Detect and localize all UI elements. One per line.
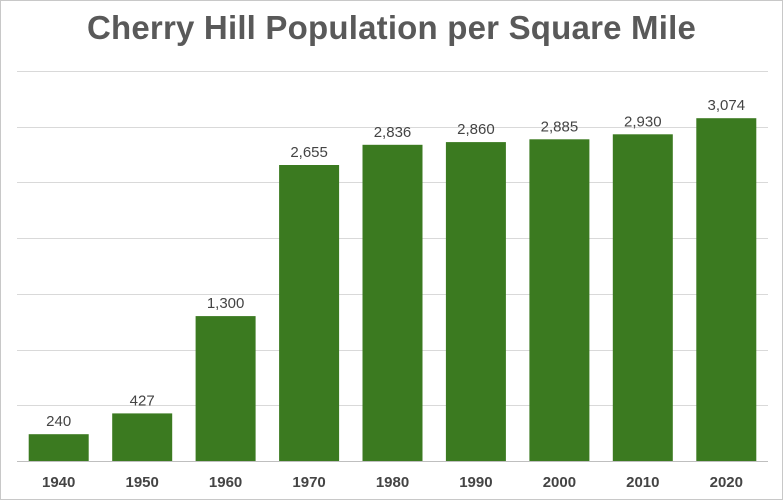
bar-2000 [529, 139, 590, 462]
bar-1980 [362, 144, 423, 462]
x-tick-label-1970: 1970 [292, 474, 325, 491]
bar-2010 [612, 134, 673, 462]
value-label-2000: 2,885 [541, 118, 579, 135]
x-tick-label-2020: 2020 [710, 474, 743, 491]
value-label-2020: 3,074 [708, 97, 746, 114]
x-tick-label-2010: 2010 [626, 474, 659, 491]
value-label-1950: 427 [130, 392, 155, 409]
chart-title: Cherry Hill Population per Square Mile [86, 9, 697, 46]
value-label-2010: 2,930 [624, 113, 662, 130]
value-label-1970: 2,655 [290, 144, 328, 161]
x-tick-label-1950: 1950 [126, 474, 159, 491]
value-labels: 240 427 1,300 2,655 2,836 2,860 2,885 2,930 3,07… [46, 97, 745, 430]
bar-1970 [279, 165, 340, 461]
bar-1950 [112, 413, 173, 461]
value-label-1980: 2,836 [374, 124, 412, 141]
x-tick-label-2000: 2000 [543, 474, 576, 491]
x-tick-label-1980: 1980 [376, 474, 409, 491]
bars [28, 118, 757, 462]
bar-1960 [195, 316, 256, 461]
value-label-1990: 2,860 [457, 121, 495, 138]
x-tick-label-1990: 1990 [459, 474, 492, 491]
value-label-1940: 240 [46, 413, 71, 430]
bar-2020 [696, 118, 757, 461]
bar-1990 [445, 142, 506, 461]
x-tick-label-1960: 1960 [209, 474, 242, 491]
bar-1940 [28, 434, 89, 461]
x-axis: 1940 1950 1960 1970 1980 1990 2000 2010 2020 [17, 461, 768, 491]
x-tick-label-1940: 1940 [42, 474, 75, 491]
value-label-1960: 1,300 [207, 295, 245, 312]
